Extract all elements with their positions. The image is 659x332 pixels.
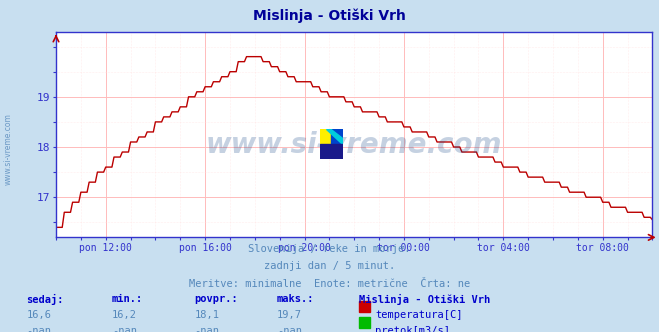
Text: -nan: -nan	[26, 326, 51, 332]
Text: 19,7: 19,7	[277, 310, 302, 320]
Text: www.si-vreme.com: www.si-vreme.com	[3, 114, 13, 185]
Text: temperatura[C]: temperatura[C]	[375, 310, 463, 320]
Text: sedaj:: sedaj:	[26, 294, 64, 305]
Text: -nan: -nan	[277, 326, 302, 332]
Text: pretok[m3/s]: pretok[m3/s]	[375, 326, 450, 332]
Text: zadnji dan / 5 minut.: zadnji dan / 5 minut.	[264, 261, 395, 271]
Polygon shape	[327, 129, 343, 144]
Text: min.:: min.:	[112, 294, 143, 304]
Text: 18,1: 18,1	[194, 310, 219, 320]
Text: povpr.:: povpr.:	[194, 294, 238, 304]
Text: Mislinja - Otiški Vrh: Mislinja - Otiški Vrh	[359, 294, 490, 305]
Bar	[320, 129, 331, 144]
Text: maks.:: maks.:	[277, 294, 314, 304]
Text: -nan: -nan	[194, 326, 219, 332]
Text: Mislinja - Otiški Vrh: Mislinja - Otiški Vrh	[253, 8, 406, 23]
Text: -nan: -nan	[112, 326, 137, 332]
Bar	[320, 144, 343, 159]
Bar	[331, 129, 343, 144]
Text: Meritve: minimalne  Enote: metrične  Črta: ne: Meritve: minimalne Enote: metrične Črta:…	[189, 279, 470, 289]
Text: 16,6: 16,6	[26, 310, 51, 320]
Text: www.si-vreme.com: www.si-vreme.com	[206, 131, 502, 159]
Text: Slovenija / reke in morje.: Slovenija / reke in morje.	[248, 244, 411, 254]
Text: 16,2: 16,2	[112, 310, 137, 320]
